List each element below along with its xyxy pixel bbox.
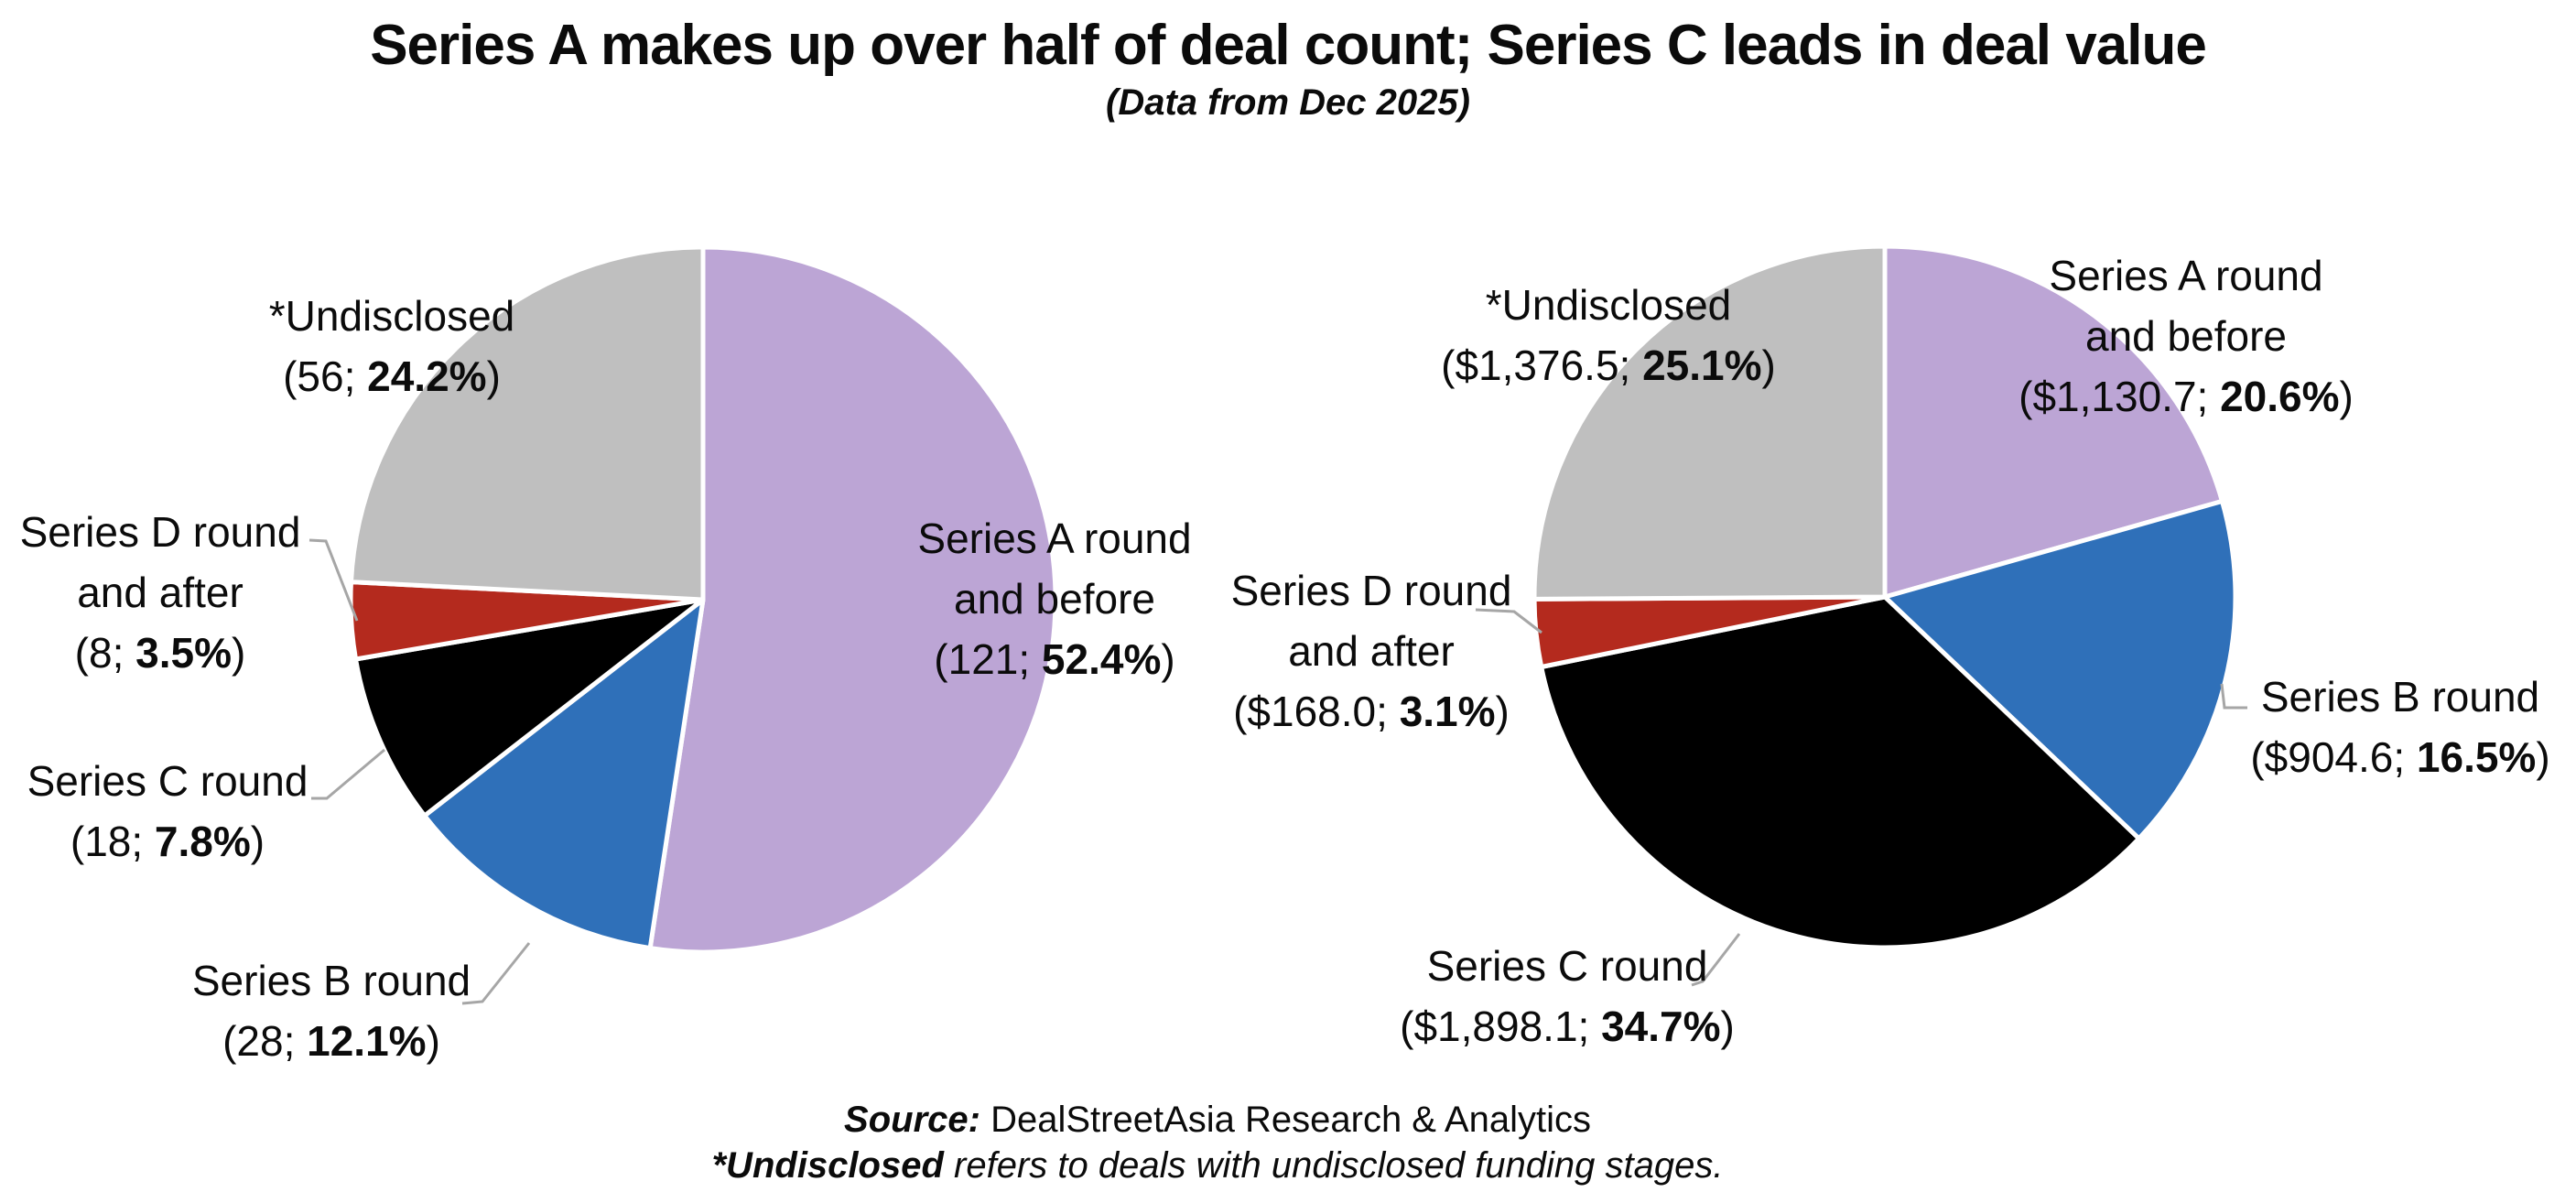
pie-slice-deal-count-series-c-round (353, 597, 706, 818)
pie-label-value-line: (8; 3.5%) (74, 629, 246, 677)
chart-header: Series A makes up over half of deal coun… (0, 13, 2576, 126)
pie-slice-deal-value-series-a-round-and-before (1882, 244, 2224, 600)
pie-label-name-line: and before (2085, 312, 2287, 360)
pie-label-deal-count-series-c-round: Series C round (18; 7.8%) (27, 751, 308, 872)
source-text: DealStreetAsia Research & Analytics (980, 1100, 1591, 1140)
pie-slice-deal-count-series-a-round-and-before (647, 244, 1058, 955)
footnote-line: *Undisclosed refers to deals with undisc… (711, 1143, 1723, 1188)
leader-line-deal-value-series-c-round (1691, 933, 1741, 987)
leader-line-deal-value-series-d-round-and-after (1475, 608, 1542, 634)
leader-line-deal-count-series-b-round (461, 942, 531, 1005)
leader-line-deal-count-series-d-round-and-after (308, 538, 359, 622)
pie-label-name-line: and after (1288, 627, 1455, 675)
pie-label-value-line: ($168.0; 3.1%) (1233, 688, 1510, 735)
pie-label-name-line: Series D round (1230, 567, 1512, 614)
pie-label-name-line: Series B round (191, 957, 471, 1004)
pie-label-deal-value-series-d-round-and-after: Series D round and after ($168.0; 3.1%) (1231, 560, 1512, 742)
pie-label-name-line: Series A round (2049, 252, 2323, 299)
pie-label-name-line: and before (954, 575, 1155, 623)
pie-label-name-line: Series A round (917, 515, 1192, 562)
pie-slice-deal-value-series-c-round (1539, 594, 2142, 950)
pie-label-value-line: ($1,130.7; 20.6%) (2019, 373, 2354, 420)
pie-label-deal-value-series-b-round: Series B round ($904.6; 16.5%) (2250, 667, 2549, 787)
pie-deal-value (1532, 244, 2238, 950)
pie-label-deal-value-undisclosed: *Undisclosed ($1,376.5; 25.1%) (1441, 275, 1776, 396)
pie-label-deal-count-series-a-round-and-before: Series A round and before (121; 52.4%) (917, 508, 1191, 689)
pie-label-name-line: *Undisclosed (1485, 281, 1732, 329)
leader-line-deal-count-series-c-round (311, 748, 385, 800)
pie-label-name-line: *Undisclosed (268, 292, 515, 340)
pie-label-value-line: (18; 7.8%) (70, 818, 265, 865)
footnote-text: refers to deals with undisclosed funding… (943, 1145, 1724, 1186)
pie-label-value-line: ($1,376.5; 25.1%) (1441, 341, 1776, 389)
footnote-term: *Undisclosed (711, 1145, 944, 1186)
pie-label-deal-count-series-d-round-and-after: Series D round and after (8; 3.5%) (20, 502, 301, 683)
source-label: Source: (844, 1100, 980, 1140)
source-line: Source: DealStreetAsia Research & Analyt… (711, 1097, 1723, 1143)
pie-slice-deal-count-undisclosed (348, 244, 706, 602)
pie-label-name-line: Series B round (2260, 673, 2540, 721)
pie-label-deal-value-series-c-round: Series C round ($1,898.1; 34.7%) (1400, 936, 1735, 1057)
chart-footer: Source: DealStreetAsia Research & Analyt… (711, 1097, 1723, 1188)
leader-line-deal-value-series-b-round (2220, 683, 2247, 710)
chart-subtitle: (Data from Dec 2025) (1106, 82, 1470, 123)
pie-label-deal-value-series-a-round-and-before: Series A round and before ($1,130.7; 20.6%… (2019, 245, 2354, 427)
pie-label-deal-count-undisclosed: *Undisclosed (56; 24.2%) (269, 286, 514, 406)
pie-label-name-line: Series C round (27, 757, 308, 805)
pie-slice-deal-value-undisclosed (1532, 244, 1888, 602)
pie-label-deal-count-series-b-round: Series B round (28; 12.1%) (192, 950, 471, 1071)
pie-slice-deal-value-series-b-round (1882, 498, 2238, 841)
pie-label-name-line: and after (77, 569, 244, 616)
pie-label-name-line: Series D round (19, 508, 301, 556)
pie-label-value-line: ($1,898.1; 34.7%) (1400, 1002, 1735, 1050)
pie-deal-count (348, 244, 1058, 955)
pie-label-value-line: (56; 24.2%) (283, 352, 501, 400)
pie-label-value-line: (28; 12.1%) (222, 1017, 440, 1065)
chart-title: Series A makes up over half of deal coun… (370, 14, 2207, 77)
pie-slice-deal-count-series-b-round (422, 597, 706, 951)
pie-label-value-line: (121; 52.4%) (934, 635, 1175, 683)
pie-label-name-line: Series C round (1426, 942, 1708, 990)
pie-label-value-line: ($904.6; 16.5%) (2250, 733, 2550, 781)
